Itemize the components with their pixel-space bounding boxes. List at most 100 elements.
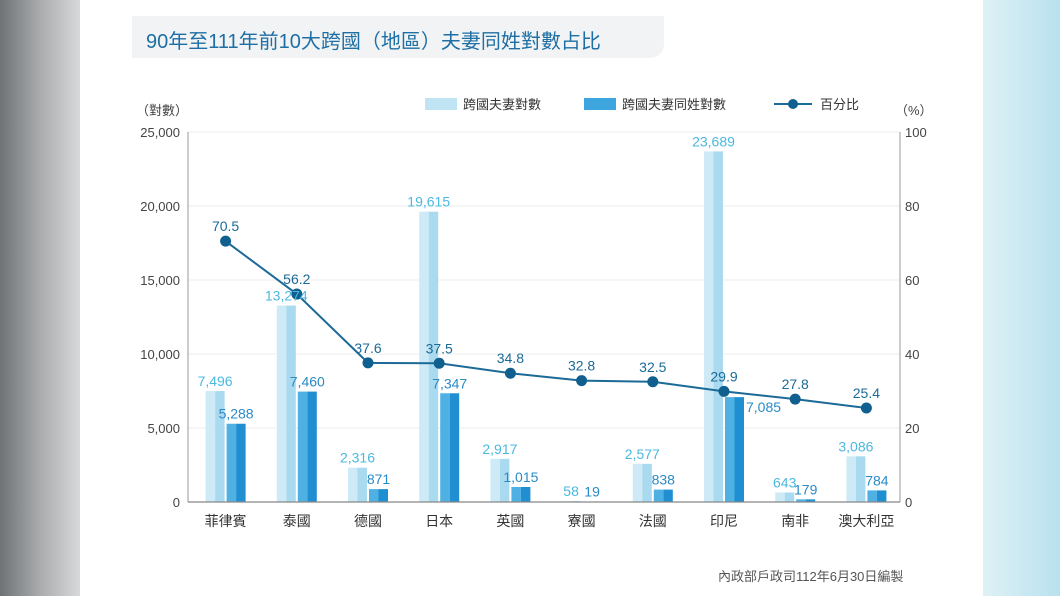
bar-data-label: 3,086 <box>838 438 873 454</box>
bar-couples-shade <box>855 456 866 502</box>
bar-couples <box>348 467 358 502</box>
bar-same-surname <box>653 489 664 502</box>
bar-data-label: 7,085 <box>746 399 781 415</box>
bar-same-surname <box>511 486 521 502</box>
bar-couples-shade <box>357 467 367 502</box>
legend-swatch-couples <box>425 98 457 110</box>
bar-couples <box>419 211 429 502</box>
percent-data-label: 32.8 <box>568 358 595 374</box>
bar-data-label: 2,316 <box>340 450 375 466</box>
bar-data-label: 7,460 <box>290 374 325 390</box>
bar-couples-shade <box>499 458 510 502</box>
y2-tick-label: 80 <box>905 199 919 214</box>
x-tick-label: 澳大利亞 <box>838 513 894 529</box>
bar-couples-shade <box>713 151 723 502</box>
bar-data-label: 23,689 <box>692 133 735 149</box>
bar-same-surname <box>440 393 450 502</box>
y-tick-label: 20,000 <box>140 199 180 214</box>
source-note: 內政部戶政司112年6月30日編製 <box>718 569 904 584</box>
bar-same-surname-shade <box>307 391 317 502</box>
bar-same-surname-shade <box>734 397 744 502</box>
y-tick-label: 25,000 <box>140 125 180 140</box>
chart-title: 90年至111年前10大跨國（地區）夫妻同姓對數占比 <box>146 31 601 53</box>
x-tick-label: 寮國 <box>568 513 596 529</box>
x-tick-label: 法國 <box>639 513 667 529</box>
percent-line <box>225 240 867 410</box>
bar-data-label: 643 <box>773 474 797 490</box>
bar-couples-shade <box>428 211 439 502</box>
percent-point <box>504 367 516 379</box>
y2-tick-label: 0 <box>905 495 912 510</box>
percent-data-label: 25.4 <box>853 385 880 401</box>
bar-couples-shade <box>215 391 225 502</box>
bar-couples <box>276 305 287 502</box>
bar-data-label: 7,347 <box>432 375 467 391</box>
y2-tick-label: 40 <box>905 347 919 362</box>
bar-couples <box>490 458 500 502</box>
bar-same-surname-shade <box>876 490 887 502</box>
bar-data-label: 784 <box>865 472 889 488</box>
bar-data-label: 58 <box>563 483 579 499</box>
percent-point <box>789 393 801 405</box>
bar-couples-shade <box>784 492 795 502</box>
percent-data-label: 56.2 <box>283 271 310 287</box>
x-tick-label: 菲律賓 <box>205 513 247 529</box>
bar-same-surname <box>867 490 877 502</box>
bar-couples <box>632 463 643 502</box>
legend-label: 跨國夫妻對數 <box>463 97 541 112</box>
y-tick-label: 5,000 <box>147 421 180 436</box>
y2-tick-label: 100 <box>905 125 927 140</box>
percent-point <box>291 288 303 300</box>
percent-data-label: 32.5 <box>639 359 666 375</box>
bar-same-surname-shade <box>805 499 816 502</box>
bar-data-label: 7,496 <box>198 373 233 389</box>
bar-data-label: 13,274 <box>265 288 308 304</box>
percent-data-label: 34.8 <box>497 350 524 366</box>
bar-same-surname-shade <box>236 423 246 502</box>
x-tick-label: 德國 <box>354 513 382 529</box>
x-tick-label: 日本 <box>425 513 453 529</box>
percent-point <box>220 235 232 247</box>
bar-data-label: 19,615 <box>407 194 450 210</box>
percent-point <box>718 385 730 397</box>
bar-data-label: 838 <box>652 472 676 488</box>
x-tick-label: 泰國 <box>283 513 311 529</box>
bar-couples-shade <box>642 463 652 502</box>
legend-label: 百分比 <box>820 97 859 112</box>
percent-point <box>362 357 374 369</box>
y2-tick-label: 20 <box>905 421 919 436</box>
bar-data-label: 179 <box>794 481 818 497</box>
bar-couples <box>846 456 856 502</box>
bar-same-surname <box>369 489 379 502</box>
x-tick-label: 印尼 <box>710 513 738 529</box>
bar-data-label: 5,288 <box>219 406 254 422</box>
bar-same-surname <box>725 397 735 502</box>
y-axis-label: （對數） <box>136 103 188 118</box>
x-tick-label: 英國 <box>496 513 524 529</box>
bar-same-surname-shade <box>520 486 531 502</box>
legend-label: 跨國夫妻同姓對數 <box>622 97 726 112</box>
bar-couples-shade <box>286 305 296 502</box>
percent-data-label: 37.5 <box>426 340 453 356</box>
percent-point <box>433 357 445 369</box>
bar-same-surname <box>226 423 237 502</box>
bar-couples <box>205 391 216 502</box>
percent-data-label: 37.6 <box>354 340 381 356</box>
bar-same-surname <box>297 391 308 502</box>
percent-point <box>576 375 588 387</box>
legend-point-percent <box>788 99 798 109</box>
percent-data-label: 29.9 <box>710 368 737 384</box>
bar-same-surname <box>796 499 806 502</box>
y2-axis-label: （%） <box>895 103 933 118</box>
y-tick-label: 10,000 <box>140 347 180 362</box>
y2-tick-label: 60 <box>905 273 919 288</box>
bar-data-label: 1,015 <box>503 469 538 485</box>
x-tick-label: 南非 <box>781 513 809 529</box>
percent-data-label: 27.8 <box>782 376 809 392</box>
bar-data-label: 19 <box>584 484 600 500</box>
title-box: 90年至111年前10大跨國（地區）夫妻同姓對數占比 <box>132 16 664 58</box>
percent-point <box>860 402 872 414</box>
bar-data-label: 2,577 <box>625 446 660 462</box>
bar-couples <box>704 151 714 502</box>
percent-point <box>647 376 659 388</box>
